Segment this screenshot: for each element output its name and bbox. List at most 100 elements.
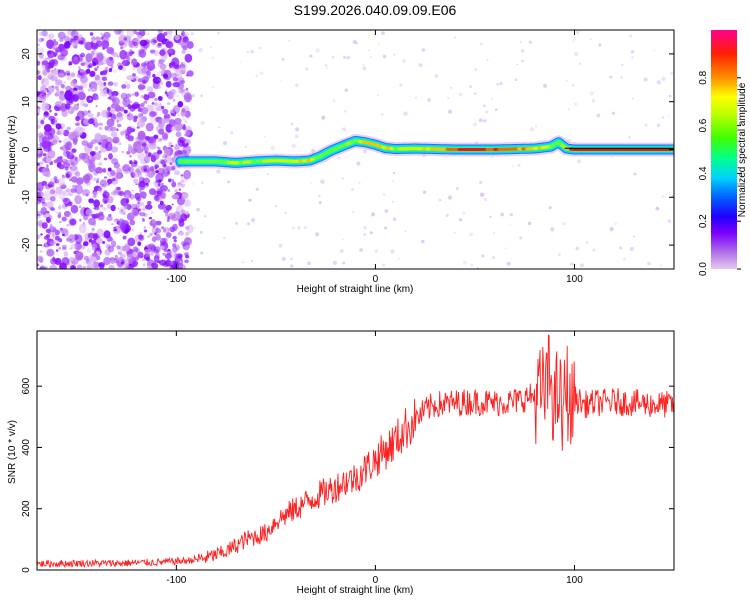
- noise-blob: [620, 63, 624, 67]
- noise-blob: [139, 231, 143, 235]
- x-tick-label: 0: [373, 575, 379, 586]
- noise-blob: [82, 222, 85, 224]
- noise-blob: [474, 68, 477, 71]
- noise-blob: [661, 76, 666, 81]
- noise-blob: [183, 169, 192, 180]
- noise-blob: [174, 189, 178, 193]
- noise-blob: [281, 256, 286, 262]
- noise-blob: [393, 53, 396, 56]
- noise-blob: [181, 108, 186, 113]
- noise-blob: [163, 31, 168, 36]
- noise-blob: [356, 161, 361, 166]
- noise-blob: [170, 88, 176, 95]
- noise-blob: [52, 139, 58, 145]
- noise-blob: [160, 191, 167, 200]
- noise-blob: [589, 91, 594, 96]
- colorbar-tick-label: 0.0: [698, 262, 709, 276]
- noise-blob: [79, 218, 82, 222]
- noise-blob: [80, 54, 84, 58]
- noise-blob: [177, 230, 184, 236]
- noise-blob: [46, 63, 49, 67]
- noise-blob: [198, 48, 203, 53]
- noise-blob: [54, 179, 60, 184]
- noise-blob: [48, 226, 57, 233]
- noise-blob: [159, 200, 164, 206]
- noise-blob: [106, 195, 114, 204]
- noise-blob: [165, 41, 174, 49]
- noise-blob: [609, 227, 614, 232]
- noise-blob: [107, 215, 110, 218]
- noise-blob: [122, 67, 126, 72]
- noise-blob: [63, 197, 71, 206]
- noise-blob: [189, 240, 193, 244]
- noise-blob: [158, 85, 162, 90]
- noise-blob: [40, 38, 45, 42]
- noise-blob: [118, 206, 126, 216]
- noise-blob: [77, 37, 82, 41]
- noise-blob: [377, 94, 379, 97]
- noise-blob: [159, 259, 167, 266]
- noise-blob: [346, 55, 351, 60]
- noise-blob: [125, 194, 130, 199]
- noise-blob: [68, 62, 72, 66]
- noise-blob: [163, 163, 167, 168]
- noise-blob: [143, 146, 149, 152]
- noise-blob: [123, 42, 126, 46]
- noise-blob: [78, 67, 81, 70]
- noise-blob: [74, 184, 83, 195]
- noise-blob: [68, 218, 77, 226]
- noise-blob: [284, 211, 287, 214]
- spectrogram-xlabel: Height of straight line (km): [297, 284, 414, 295]
- noise-blob: [42, 69, 48, 76]
- noise-blob: [94, 146, 99, 151]
- noise-blob: [162, 59, 166, 63]
- noise-blob: [653, 49, 656, 52]
- noise-blob: [245, 146, 247, 148]
- noise-blob: [43, 124, 52, 132]
- noise-blob: [110, 258, 115, 264]
- noise-blob: [37, 196, 46, 203]
- noise-blob: [146, 265, 153, 269]
- noise-blob: [320, 179, 325, 184]
- noise-blob: [118, 141, 122, 146]
- noise-blob: [41, 30, 48, 37]
- noise-blob: [247, 222, 251, 226]
- noise-blob: [61, 216, 67, 222]
- noise-blob: [49, 240, 56, 246]
- noise-blob: [576, 159, 582, 164]
- noise-blob: [59, 221, 62, 224]
- noise-blob: [104, 242, 107, 245]
- noise-blob: [476, 267, 479, 269]
- noise-blob: [161, 132, 169, 141]
- noise-blob: [255, 187, 259, 191]
- noise-blob: [153, 39, 157, 44]
- noise-blob: [91, 88, 95, 91]
- noise-blob: [114, 254, 119, 259]
- noise-blob: [123, 109, 128, 114]
- noise-blob: [669, 71, 674, 76]
- noise-blob: [95, 180, 99, 184]
- noise-blob: [120, 93, 125, 99]
- noise-blob: [668, 94, 672, 98]
- noise-blob: [56, 177, 66, 186]
- noise-blob: [631, 97, 634, 100]
- noise-blob: [585, 241, 589, 244]
- noise-blob: [447, 195, 453, 200]
- noise-blob: [255, 74, 259, 78]
- noise-blob: [117, 207, 120, 210]
- noise-blob: [136, 103, 141, 109]
- noise-blob: [110, 131, 118, 137]
- noise-blob: [170, 108, 176, 114]
- noise-blob: [143, 168, 147, 172]
- noise-blob: [114, 104, 122, 113]
- noise-blob: [57, 128, 61, 133]
- noise-blob: [167, 189, 171, 192]
- noise-blob: [153, 249, 160, 254]
- noise-blob: [112, 52, 119, 58]
- noise-blob: [393, 171, 396, 175]
- noise-blob: [173, 252, 179, 258]
- noise-blob: [45, 34, 52, 40]
- noise-blob: [140, 95, 144, 99]
- noise-blob: [77, 34, 83, 39]
- noise-blob: [55, 249, 59, 252]
